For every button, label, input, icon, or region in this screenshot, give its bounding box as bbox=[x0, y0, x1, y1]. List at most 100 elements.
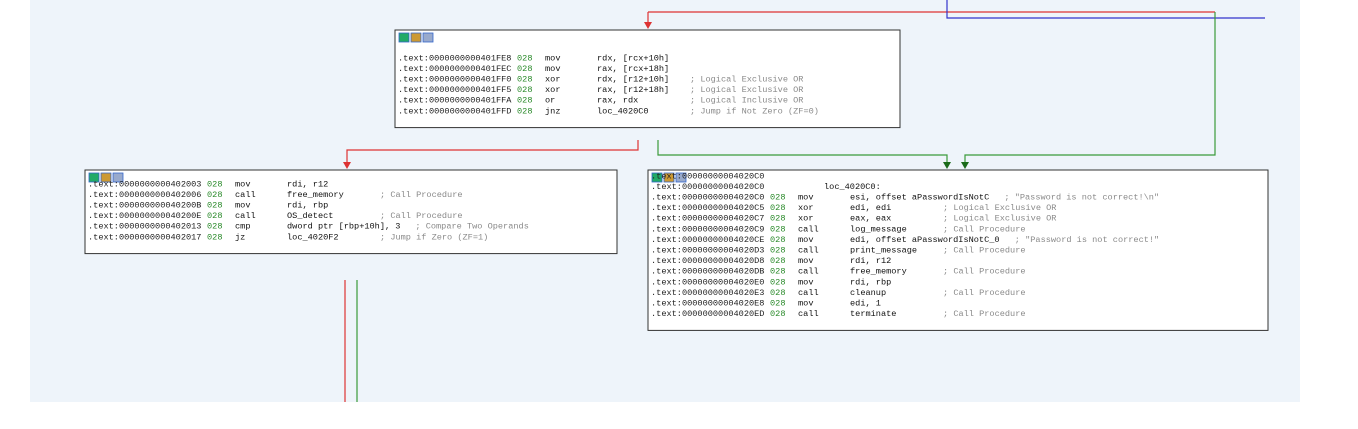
comment: ; Call Procedure bbox=[943, 224, 1026, 234]
comment: ; Jump if Zero (ZF=1) bbox=[380, 232, 488, 242]
stack-pointer: 028 bbox=[517, 53, 532, 63]
operands: terminate bbox=[850, 309, 896, 319]
stack-pointer: 028 bbox=[207, 232, 222, 242]
stack-pointer: 028 bbox=[770, 214, 785, 224]
comment: ; Call Procedure bbox=[943, 309, 1026, 319]
mnemonic: call bbox=[798, 288, 819, 298]
stack-pointer: 028 bbox=[207, 200, 222, 210]
mnemonic: mov bbox=[545, 53, 560, 63]
address: .text:00000000004020C9 bbox=[651, 224, 764, 234]
operands: rax, [rcx+18h] bbox=[597, 64, 669, 74]
edge bbox=[964, 12, 1216, 164]
stack-pointer: 028 bbox=[770, 245, 785, 255]
address: .text:0000000000402003 bbox=[88, 179, 201, 189]
block-icon bbox=[88, 172, 100, 183]
address: .text:0000000000401FF5 bbox=[398, 85, 511, 95]
arrowhead bbox=[961, 162, 969, 169]
stack-pointer: 028 bbox=[207, 222, 222, 232]
address: .text:00000000004020E0 bbox=[651, 277, 764, 287]
address: .text:00000000004020ED bbox=[651, 309, 764, 319]
address: .text:0000000000401FFD bbox=[398, 106, 511, 116]
arrowhead bbox=[943, 162, 951, 169]
operands: rdi, r12 bbox=[850, 256, 891, 266]
code-label: loc_4020C0: bbox=[824, 182, 881, 192]
mnemonic: xor bbox=[798, 203, 813, 213]
operands: rax, rdx bbox=[597, 96, 638, 106]
stack-pointer: 028 bbox=[517, 64, 532, 74]
comment: ; Logical Exclusive OR bbox=[943, 203, 1056, 213]
address: .text:00000000004020C7 bbox=[651, 214, 764, 224]
address: .text:0000000000402017 bbox=[88, 232, 201, 242]
address: .text:00000000004020C0 bbox=[651, 192, 764, 202]
comment: ; Compare Two Operands bbox=[415, 222, 528, 232]
arrowhead bbox=[343, 162, 351, 169]
mnemonic: cmp bbox=[235, 222, 250, 232]
operands: rdx, [r12+10h] bbox=[597, 74, 669, 84]
comment: ; Logical Exclusive OR bbox=[690, 74, 803, 84]
mnemonic: mov bbox=[235, 179, 250, 189]
operands: cleanup bbox=[850, 288, 886, 298]
block-icon bbox=[398, 32, 410, 43]
mnemonic: xor bbox=[798, 214, 813, 224]
mnemonic: mov bbox=[798, 192, 813, 202]
block-icon bbox=[675, 172, 687, 183]
mnemonic: jz bbox=[235, 232, 245, 242]
code-block: .text:0000000000402003 028 mov rdi, r12 .tex… bbox=[84, 169, 618, 255]
address: .text:00000000004020C0 bbox=[651, 182, 764, 192]
stack-pointer: 028 bbox=[207, 190, 222, 200]
operands: OS_detect bbox=[287, 211, 333, 221]
stack-pointer: 028 bbox=[770, 224, 785, 234]
comment: ; Call Procedure bbox=[380, 211, 463, 221]
block-icon bbox=[663, 172, 675, 183]
mnemonic: call bbox=[798, 309, 819, 319]
operands: rdi, r12 bbox=[287, 179, 328, 189]
block-icon bbox=[112, 172, 124, 183]
address: .text:00000000004020C5 bbox=[651, 203, 764, 213]
stack-pointer: 028 bbox=[770, 288, 785, 298]
operands: free_memory bbox=[850, 267, 907, 277]
operands: free_memory bbox=[287, 190, 344, 200]
mnemonic: jnz bbox=[545, 106, 560, 116]
block-frame bbox=[647, 169, 1269, 331]
operands: eax, eax bbox=[850, 214, 891, 224]
mnemonic: mov bbox=[545, 64, 560, 74]
blocks: .text:0000000000401FE8 028 mov rdx, [rcx+10… bbox=[84, 29, 1269, 331]
mnemonic: call bbox=[798, 224, 819, 234]
block-icon bbox=[651, 172, 663, 183]
comment: ; Call Procedure bbox=[943, 288, 1026, 298]
address: .text:0000000000401FFA bbox=[398, 96, 512, 106]
address: .text:00000000004020E8 bbox=[651, 298, 764, 308]
comment: ; Logical Exclusive OR bbox=[690, 85, 803, 95]
address: .text:000000000040200E bbox=[88, 211, 201, 221]
address: .text:0000000000402006 bbox=[88, 190, 201, 200]
operands: rax, [r12+18h] bbox=[597, 85, 669, 95]
stack-pointer: 028 bbox=[770, 235, 785, 245]
address: .text:00000000004020D8 bbox=[651, 256, 764, 266]
stack-pointer: 028 bbox=[770, 267, 785, 277]
comment: ; Call Procedure bbox=[943, 267, 1026, 277]
mnemonic: call bbox=[235, 190, 256, 200]
stack-pointer: 028 bbox=[517, 106, 532, 116]
arrowhead bbox=[644, 22, 652, 29]
stack-pointer: 028 bbox=[770, 203, 785, 213]
block-icon bbox=[422, 32, 434, 43]
block-icon bbox=[410, 32, 422, 43]
mnemonic: mov bbox=[798, 298, 813, 308]
operands: edi, 1 bbox=[850, 298, 881, 308]
mnemonic: call bbox=[235, 211, 256, 221]
stack-pointer: 028 bbox=[207, 179, 222, 189]
operands: loc_4020C0 bbox=[597, 106, 649, 116]
code-block: .text:0000000000401FE8 028 mov rdx, [rcx+10… bbox=[394, 29, 901, 129]
edge bbox=[946, 0, 1265, 19]
operands: edi, edi bbox=[850, 203, 891, 213]
stack-pointer: 028 bbox=[770, 192, 785, 202]
operands: rdx, [rcx+10h] bbox=[597, 53, 669, 63]
address: .text:0000000000402013 bbox=[88, 222, 201, 232]
operands: rdi, rbp bbox=[287, 200, 328, 210]
address: .text:0000000000401FF0 bbox=[398, 74, 511, 84]
edge bbox=[657, 140, 948, 164]
block-frame bbox=[394, 29, 901, 129]
comment: ; Logical Exclusive OR bbox=[943, 214, 1056, 224]
stack-pointer: 028 bbox=[770, 309, 785, 319]
